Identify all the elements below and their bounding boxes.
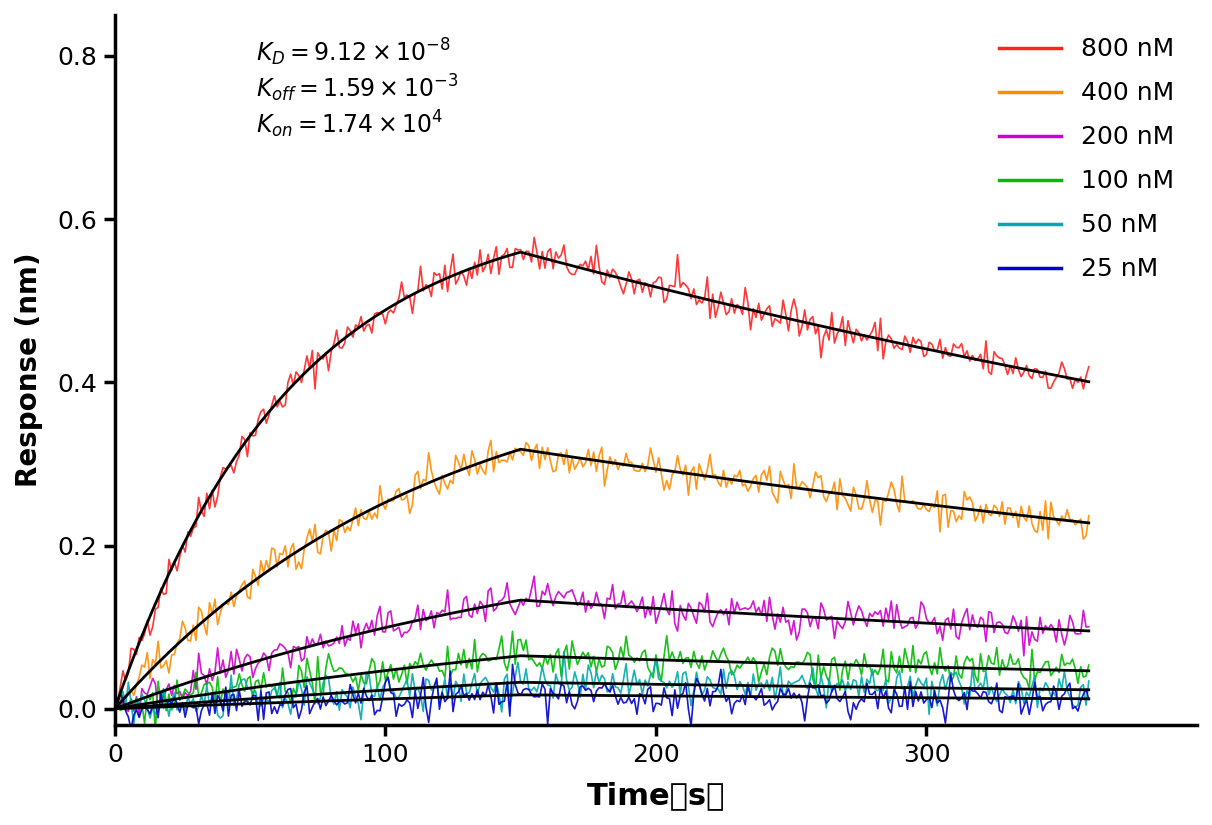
Text: $K_D=9.12\times10^{-8}$
$K_{off}=1.59\times10^{-3}$
$K_{on}=1.74\times10^{4}$: $K_D=9.12\times10^{-8}$ $K_{off}=1.59\ti… [256, 36, 458, 140]
Legend: 800 nM, 400 nM, 200 nM, 100 nM, 50 nM, 25 nM: 800 nM, 400 nM, 200 nM, 100 nM, 50 nM, 2… [989, 27, 1184, 291]
X-axis label: Time（s）: Time（s） [587, 781, 725, 810]
Y-axis label: Response (nm): Response (nm) [15, 252, 42, 488]
